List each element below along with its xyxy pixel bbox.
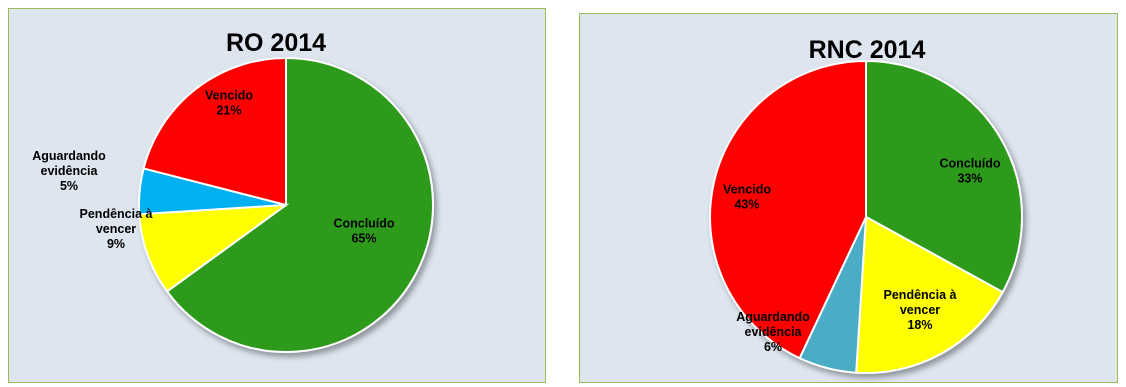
slice-label-vencido: Vencido 21% xyxy=(205,89,253,118)
pie-slice-concluido xyxy=(865,59,1023,294)
pie-slice-pendencia-a xyxy=(855,215,1005,374)
chart-title: RO 2014 xyxy=(226,29,326,57)
pie-slice-vencido xyxy=(709,59,867,360)
slice-label-vencido: Vencido 43% xyxy=(723,183,771,212)
slice-label-concluido: Concluído 65% xyxy=(333,217,394,246)
pie-chart-rnc: RNC 2014 Concluído 33% Pendência à vencer 18… xyxy=(709,36,1023,374)
pie-chart-ro: RO 2014 Concluído 65% Pendência à vencer 9% A… xyxy=(32,29,434,353)
chart-panel-rnc: RNC 2014 Concluído 33% Pendência à vencer 18… xyxy=(579,13,1118,383)
pie-slice-pendencia-a xyxy=(138,203,290,293)
slice-label-pendencia-a: Pendência à vencer 18% xyxy=(884,288,957,332)
pie-slice-vencido xyxy=(142,56,287,207)
pie-slice-concluido xyxy=(165,56,434,353)
chart-panel-ro: RO 2014 Concluído 65% Pendência à vencer 9% A… xyxy=(8,8,546,383)
chart-title: RNC 2014 xyxy=(809,36,926,64)
slice-label-concluido: Concluído 33% xyxy=(939,157,1000,186)
slice-label-aguardando: Aguardando evidência 6% xyxy=(736,310,810,354)
slice-label-pendencia-a: Pendência à vencer 9% xyxy=(80,207,153,251)
slice-label-aguardando: Aguardando evidência 5% xyxy=(32,149,106,193)
